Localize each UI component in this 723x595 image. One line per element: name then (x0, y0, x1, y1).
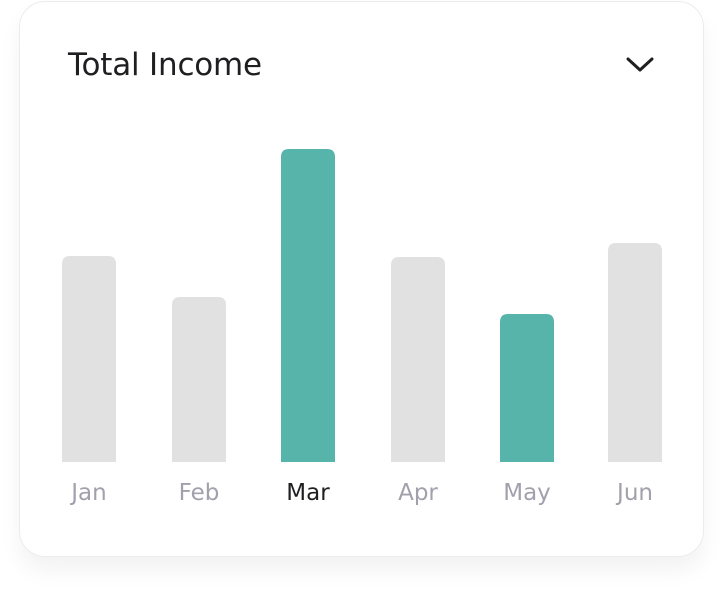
card-title: Total Income (68, 47, 262, 83)
x-tick-label-may: May (503, 480, 551, 506)
bar-jun[interactable] (608, 243, 662, 462)
period-dropdown-button[interactable] (618, 47, 662, 83)
x-tick-label-apr: Apr (398, 480, 438, 506)
bar-mar[interactable] (281, 149, 335, 462)
bar-apr[interactable] (391, 257, 445, 462)
chevron-down-icon (626, 57, 654, 72)
x-tick-label-mar: Mar (286, 480, 330, 506)
x-tick-label-feb: Feb (179, 480, 220, 506)
x-tick-label-jun: Jun (615, 480, 653, 506)
bar-feb[interactable] (172, 297, 226, 462)
x-tick-label-jan: Jan (69, 480, 106, 506)
total-income-card (19, 1, 704, 557)
bar-jan[interactable] (62, 256, 116, 462)
bar-may[interactable] (500, 314, 554, 462)
